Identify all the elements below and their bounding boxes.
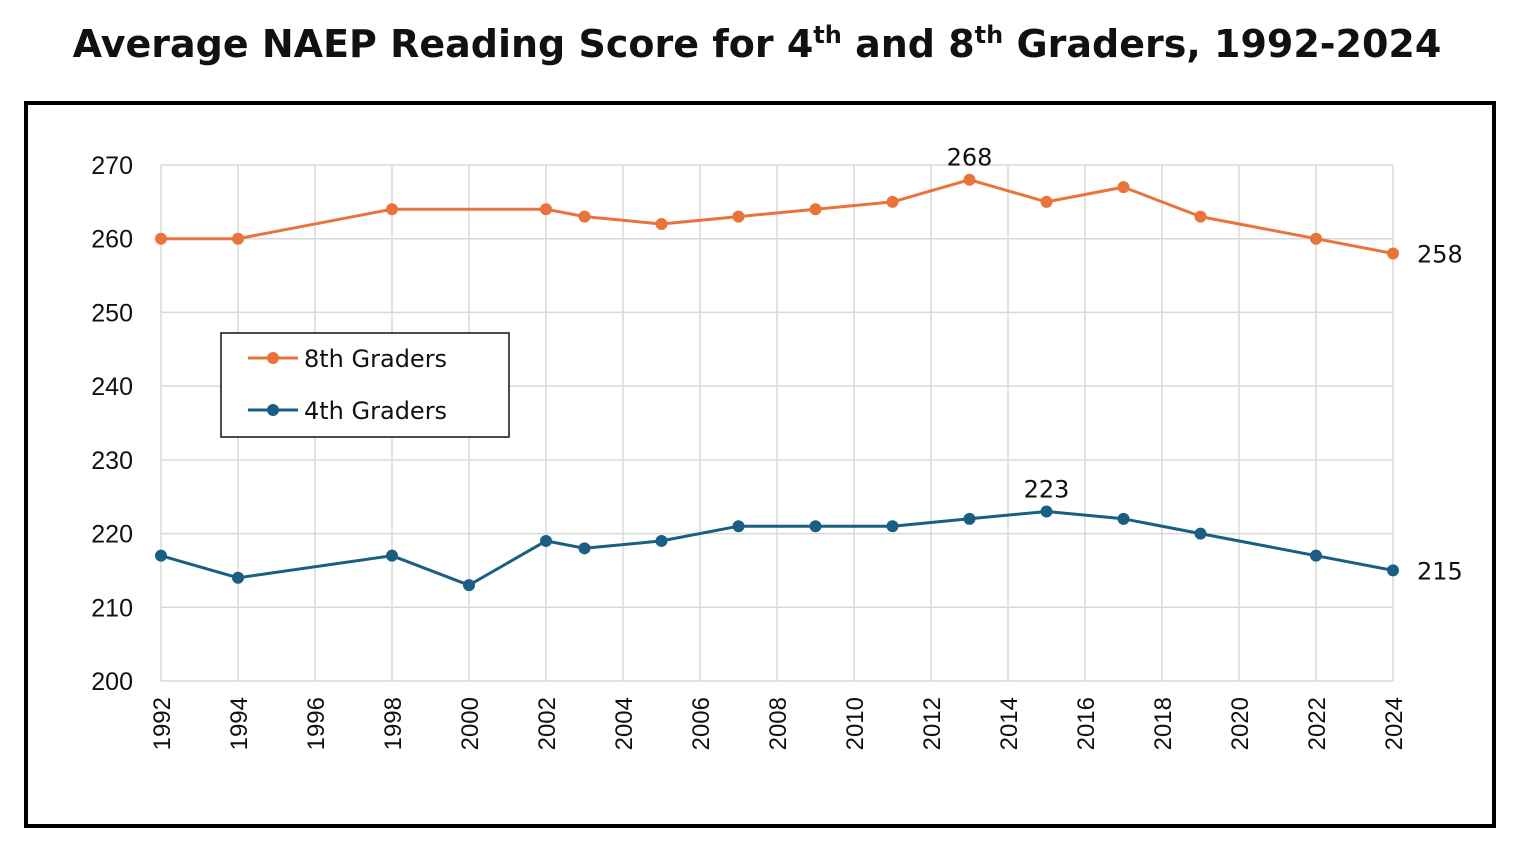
chart-title: Average NAEP Reading Score for 4th and 8…	[0, 21, 1514, 66]
data-point-4th-2019	[1194, 527, 1207, 540]
x-tick-label-2020: 2020	[1227, 697, 1254, 750]
x-tick-label-2002: 2002	[534, 697, 561, 750]
x-tick-label-1992: 1992	[149, 697, 176, 750]
x-tick-label-2000: 2000	[457, 697, 484, 750]
data-label-4th-2015: 223	[1024, 475, 1070, 503]
data-point-4th-2005	[655, 534, 668, 547]
legend: 8th Graders 4th Graders	[220, 332, 510, 438]
y-axis-ticks: 200 210 220 230 240 250 260 270	[91, 152, 133, 696]
x-tick-label-2016: 2016	[1073, 697, 1100, 750]
y-tick-label-230: 230	[91, 447, 133, 475]
legend-swatch-4th-marker	[267, 404, 279, 416]
data-point-8th-2013	[963, 173, 976, 186]
title-part-c: Graders, 1992-2024	[1003, 22, 1442, 66]
legend-label-4th: 4th Graders	[304, 397, 447, 425]
data-point-4th-2002	[540, 534, 552, 547]
x-tick-label-2010: 2010	[842, 697, 869, 750]
y-tick-label-200: 200	[91, 668, 133, 696]
data-point-8th-1998	[386, 203, 398, 216]
data-point-4th-2011	[886, 520, 899, 533]
data-point-8th-1994	[232, 232, 244, 245]
x-tick-label-2006: 2006	[688, 697, 715, 750]
data-label-8th-2013: 268	[947, 144, 993, 172]
x-tick-label-2014: 2014	[996, 697, 1023, 750]
data-point-8th-2024	[1387, 247, 1399, 260]
x-tick-label-2008: 2008	[765, 697, 792, 750]
y-tick-label-240: 240	[91, 373, 133, 401]
data-point-4th-2015	[1040, 505, 1053, 518]
data-point-4th-1994	[232, 571, 244, 584]
data-point-8th-2009	[809, 203, 822, 216]
data-point-4th-2003	[578, 542, 591, 555]
chart-frame	[24, 101, 1496, 828]
data-label-4th-2024: 215	[1417, 557, 1463, 585]
data-point-8th-1992	[155, 232, 167, 245]
data-point-8th-2015	[1040, 195, 1053, 208]
data-point-8th-2003	[578, 210, 591, 223]
title-part-b: and 8	[841, 22, 975, 66]
data-point-4th-2007	[732, 520, 745, 533]
y-tick-label-220: 220	[91, 521, 133, 549]
data-point-4th-2022	[1310, 549, 1322, 562]
data-point-8th-2019	[1194, 210, 1207, 223]
data-label-8th-2024: 258	[1417, 240, 1463, 268]
data-point-8th-2007	[732, 210, 745, 223]
legend-label-8th: 8th Graders	[304, 345, 447, 373]
x-axis-ticks: 1992 1994 1996 1998 2000 2002 2004 2006 2008 2010…	[149, 697, 1408, 750]
data-point-4th-2013	[963, 512, 976, 525]
y-tick-label-270: 270	[91, 152, 133, 180]
x-tick-label-2012: 2012	[919, 697, 946, 750]
title-superscript-a: th	[813, 21, 842, 49]
data-point-4th-1992	[155, 549, 167, 562]
y-tick-label-260: 260	[91, 226, 133, 254]
data-point-4th-2017	[1117, 512, 1130, 525]
y-tick-label-250: 250	[91, 299, 133, 327]
series-line-4th	[160, 510, 1394, 587]
data-point-8th-2017	[1117, 181, 1130, 194]
data-point-8th-2011	[886, 195, 899, 208]
data-point-8th-2002	[540, 203, 552, 216]
data-labels: 268 258 223 215	[947, 144, 1463, 586]
x-tick-label-2018: 2018	[1150, 697, 1177, 750]
data-point-4th-2024	[1387, 564, 1399, 577]
data-point-8th-2022	[1310, 232, 1322, 245]
title-part-a: Average NAEP Reading Score for 4	[72, 22, 814, 66]
data-point-4th-2000	[463, 579, 475, 592]
x-tick-label-2004: 2004	[611, 697, 638, 750]
title-superscript-b: th	[974, 21, 1004, 49]
data-point-8th-2005	[655, 217, 668, 230]
x-tick-label-1994: 1994	[226, 697, 253, 750]
x-tick-label-1996: 1996	[303, 697, 330, 750]
x-tick-label-1998: 1998	[380, 697, 407, 750]
legend-box	[220, 332, 510, 438]
series-lines	[155, 173, 1399, 592]
data-point-4th-2009	[809, 520, 822, 533]
y-tick-label-210: 210	[91, 594, 133, 622]
data-point-4th-1998	[386, 549, 398, 562]
legend-swatch-8th-marker	[267, 352, 279, 364]
x-tick-label-2022: 2022	[1304, 697, 1331, 750]
x-tick-label-2024: 2024	[1381, 697, 1408, 750]
